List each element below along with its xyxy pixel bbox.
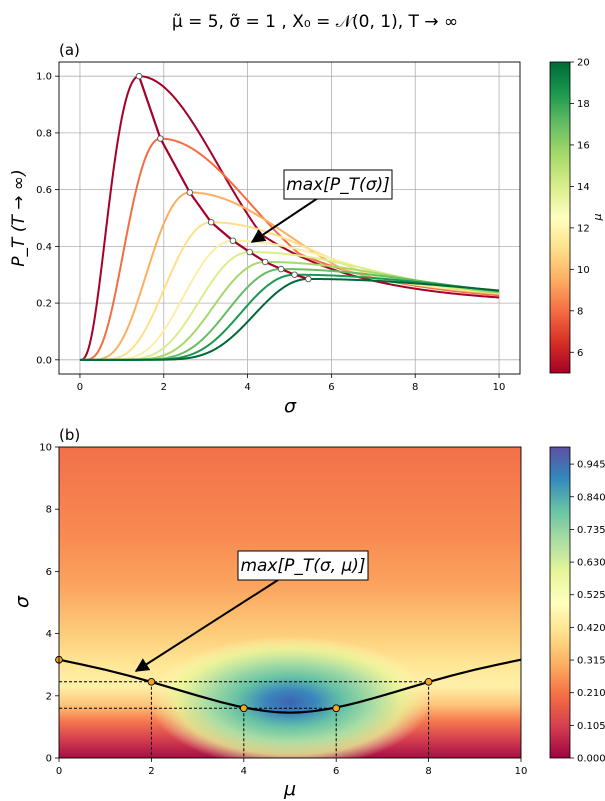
maximum-marker: [157, 135, 164, 142]
maximum-point: [239, 704, 248, 713]
maximum-point: [147, 677, 156, 686]
panel-a-annotation-text: max[P_T(σ)]: [286, 175, 389, 195]
x-tick-label: 2: [161, 382, 167, 393]
colorbar-tick-label: 12: [577, 223, 590, 234]
y-tick-label: 8: [46, 505, 52, 516]
colorbar-tick-label: 0.840: [577, 492, 605, 503]
panel-a-x-axis-label: σ: [284, 395, 297, 417]
series-line-mu-5: [79, 75, 500, 361]
panel-b-annotation-text: max[P_T(σ, μ)]: [240, 556, 365, 576]
x-tick-label: 8: [425, 766, 431, 777]
panel-b-ridge-line: [58, 658, 522, 714]
colorbar-tick-label: 0.315: [577, 656, 605, 667]
colorbar-tick-label: 16: [577, 140, 590, 151]
y-tick-label: 4: [46, 629, 52, 640]
series-line-mu-11: [79, 260, 500, 361]
figure-title: μ̃ = 5, σ̃ = 1 , X₀ = 𝒩(0, 1), T → ∞: [172, 12, 458, 32]
x-tick-label: 2: [148, 766, 154, 777]
maxima-envelope-line: [138, 75, 309, 281]
panel-b-colorbar: [549, 446, 571, 759]
panel-b-heatmap: [59, 447, 521, 758]
x-tick-label: 0: [77, 382, 83, 393]
panel-a: (a) 0 2 4 6 8 10 0.0 0.2 0.4 0.6 0.8 1.0 σ P_T (T →…: [9, 41, 604, 417]
series-line-mu-9: [79, 239, 500, 361]
maximum-marker: [246, 248, 253, 256]
x-tick-label: 10: [515, 766, 528, 777]
x-tick-label: 10: [493, 382, 506, 393]
panel-b: (b) 0 2 4 6 8 10 0 2 4 6 8 10 μ σ max[P_T(σ, μ)] 0.…: [11, 426, 605, 800]
panel-b-label: (b): [59, 426, 80, 444]
y-tick-label: 0.2: [36, 299, 52, 310]
colorbar-tick-label: 18: [577, 99, 590, 110]
colorbar-tick-label: 0.210: [577, 688, 605, 699]
colorbar-tick-label: 0.735: [577, 525, 605, 536]
panel-b-ticks: 0 2 4 6 8 10 0 2 4 6 8 10: [39, 443, 527, 778]
series-line-mu-14: [79, 277, 500, 361]
colorbar-tick-label: 0.105: [577, 721, 605, 732]
x-tick-label: 4: [241, 766, 247, 777]
maximum-point: [424, 677, 433, 686]
colorbar-tick-label: 20: [577, 58, 590, 69]
maximum-marker: [261, 258, 269, 266]
maximum-point: [332, 704, 341, 713]
colorbar-tick-label: 0.945: [577, 460, 605, 471]
panel-b-axes-frame: [58, 446, 522, 759]
panel-a-colorbar: [549, 61, 571, 374]
x-tick-label: 4: [244, 382, 250, 393]
colorbar-tick-label: 0.420: [577, 623, 605, 634]
panel-b-y-axis-label: σ: [11, 595, 33, 608]
colorbar-tick-label: 14: [577, 182, 590, 193]
y-tick-label: 0.8: [36, 128, 52, 139]
panel-a-axes-frame: [58, 61, 521, 375]
maximum-marker: [277, 265, 285, 273]
colorbar-tick-label: 0.525: [577, 590, 605, 601]
ridge-line: [58, 658, 522, 714]
x-tick-label: 6: [333, 766, 339, 777]
panel-b-x-axis-label: μ: [283, 778, 296, 800]
panel-a-curves: [79, 75, 500, 361]
colorbar-tick-label: 10: [577, 265, 590, 276]
panel-a-label: (a): [59, 41, 80, 59]
panel-a-colorbar-ticks: 6 8 10 12 14 16 18 20: [570, 58, 590, 359]
panel-b-guide-lines: [59, 681, 430, 758]
maximum-marker: [207, 219, 215, 226]
colorbar-tick-label: 8: [577, 306, 583, 317]
panel-b-annotation: max[P_T(σ, μ)]: [134, 550, 369, 672]
colorbar-tick-label: 0.000: [577, 754, 605, 765]
panel-b-colorbar-ticks: 0.000 0.105 0.210 0.315 0.420 0.525 0.630 0.735…: [570, 460, 605, 765]
maximum-marker: [229, 237, 237, 244]
y-tick-label: 0.6: [36, 185, 52, 196]
panel-a-maxima-markers: [135, 72, 312, 283]
maximum-marker: [135, 72, 143, 80]
panel-a-ticks: 0 2 4 6 8 10 0.0 0.2 0.4 0.6 0.8 1.0: [36, 72, 505, 393]
y-tick-label: 0.0: [36, 355, 52, 366]
x-tick-label: 0: [56, 766, 62, 777]
panel-a-maxima-envelope: [138, 75, 309, 281]
panel-a-y-axis-label: P_T (T → ∞): [9, 169, 29, 266]
panel-a-colorbar-label: μ: [591, 214, 604, 222]
series-line-mu-6: [79, 137, 500, 361]
maximum-marker: [291, 271, 298, 278]
colorbar-tick-label: 0.630: [577, 558, 605, 569]
y-tick-label: 10: [39, 443, 52, 454]
maximum-marker: [305, 275, 312, 283]
x-tick-label: 8: [412, 382, 418, 393]
y-tick-label: 2: [46, 691, 52, 702]
y-tick-label: 1.0: [36, 72, 52, 83]
x-tick-label: 6: [328, 382, 334, 393]
panel-a-annotation: max[P_T(σ)]: [250, 169, 393, 243]
y-tick-label: 0.4: [36, 242, 52, 253]
y-tick-label: 6: [46, 567, 52, 578]
maximum-marker: [186, 189, 194, 196]
colorbar-tick-label: 6: [577, 348, 583, 359]
y-tick-label: 0: [46, 754, 52, 765]
